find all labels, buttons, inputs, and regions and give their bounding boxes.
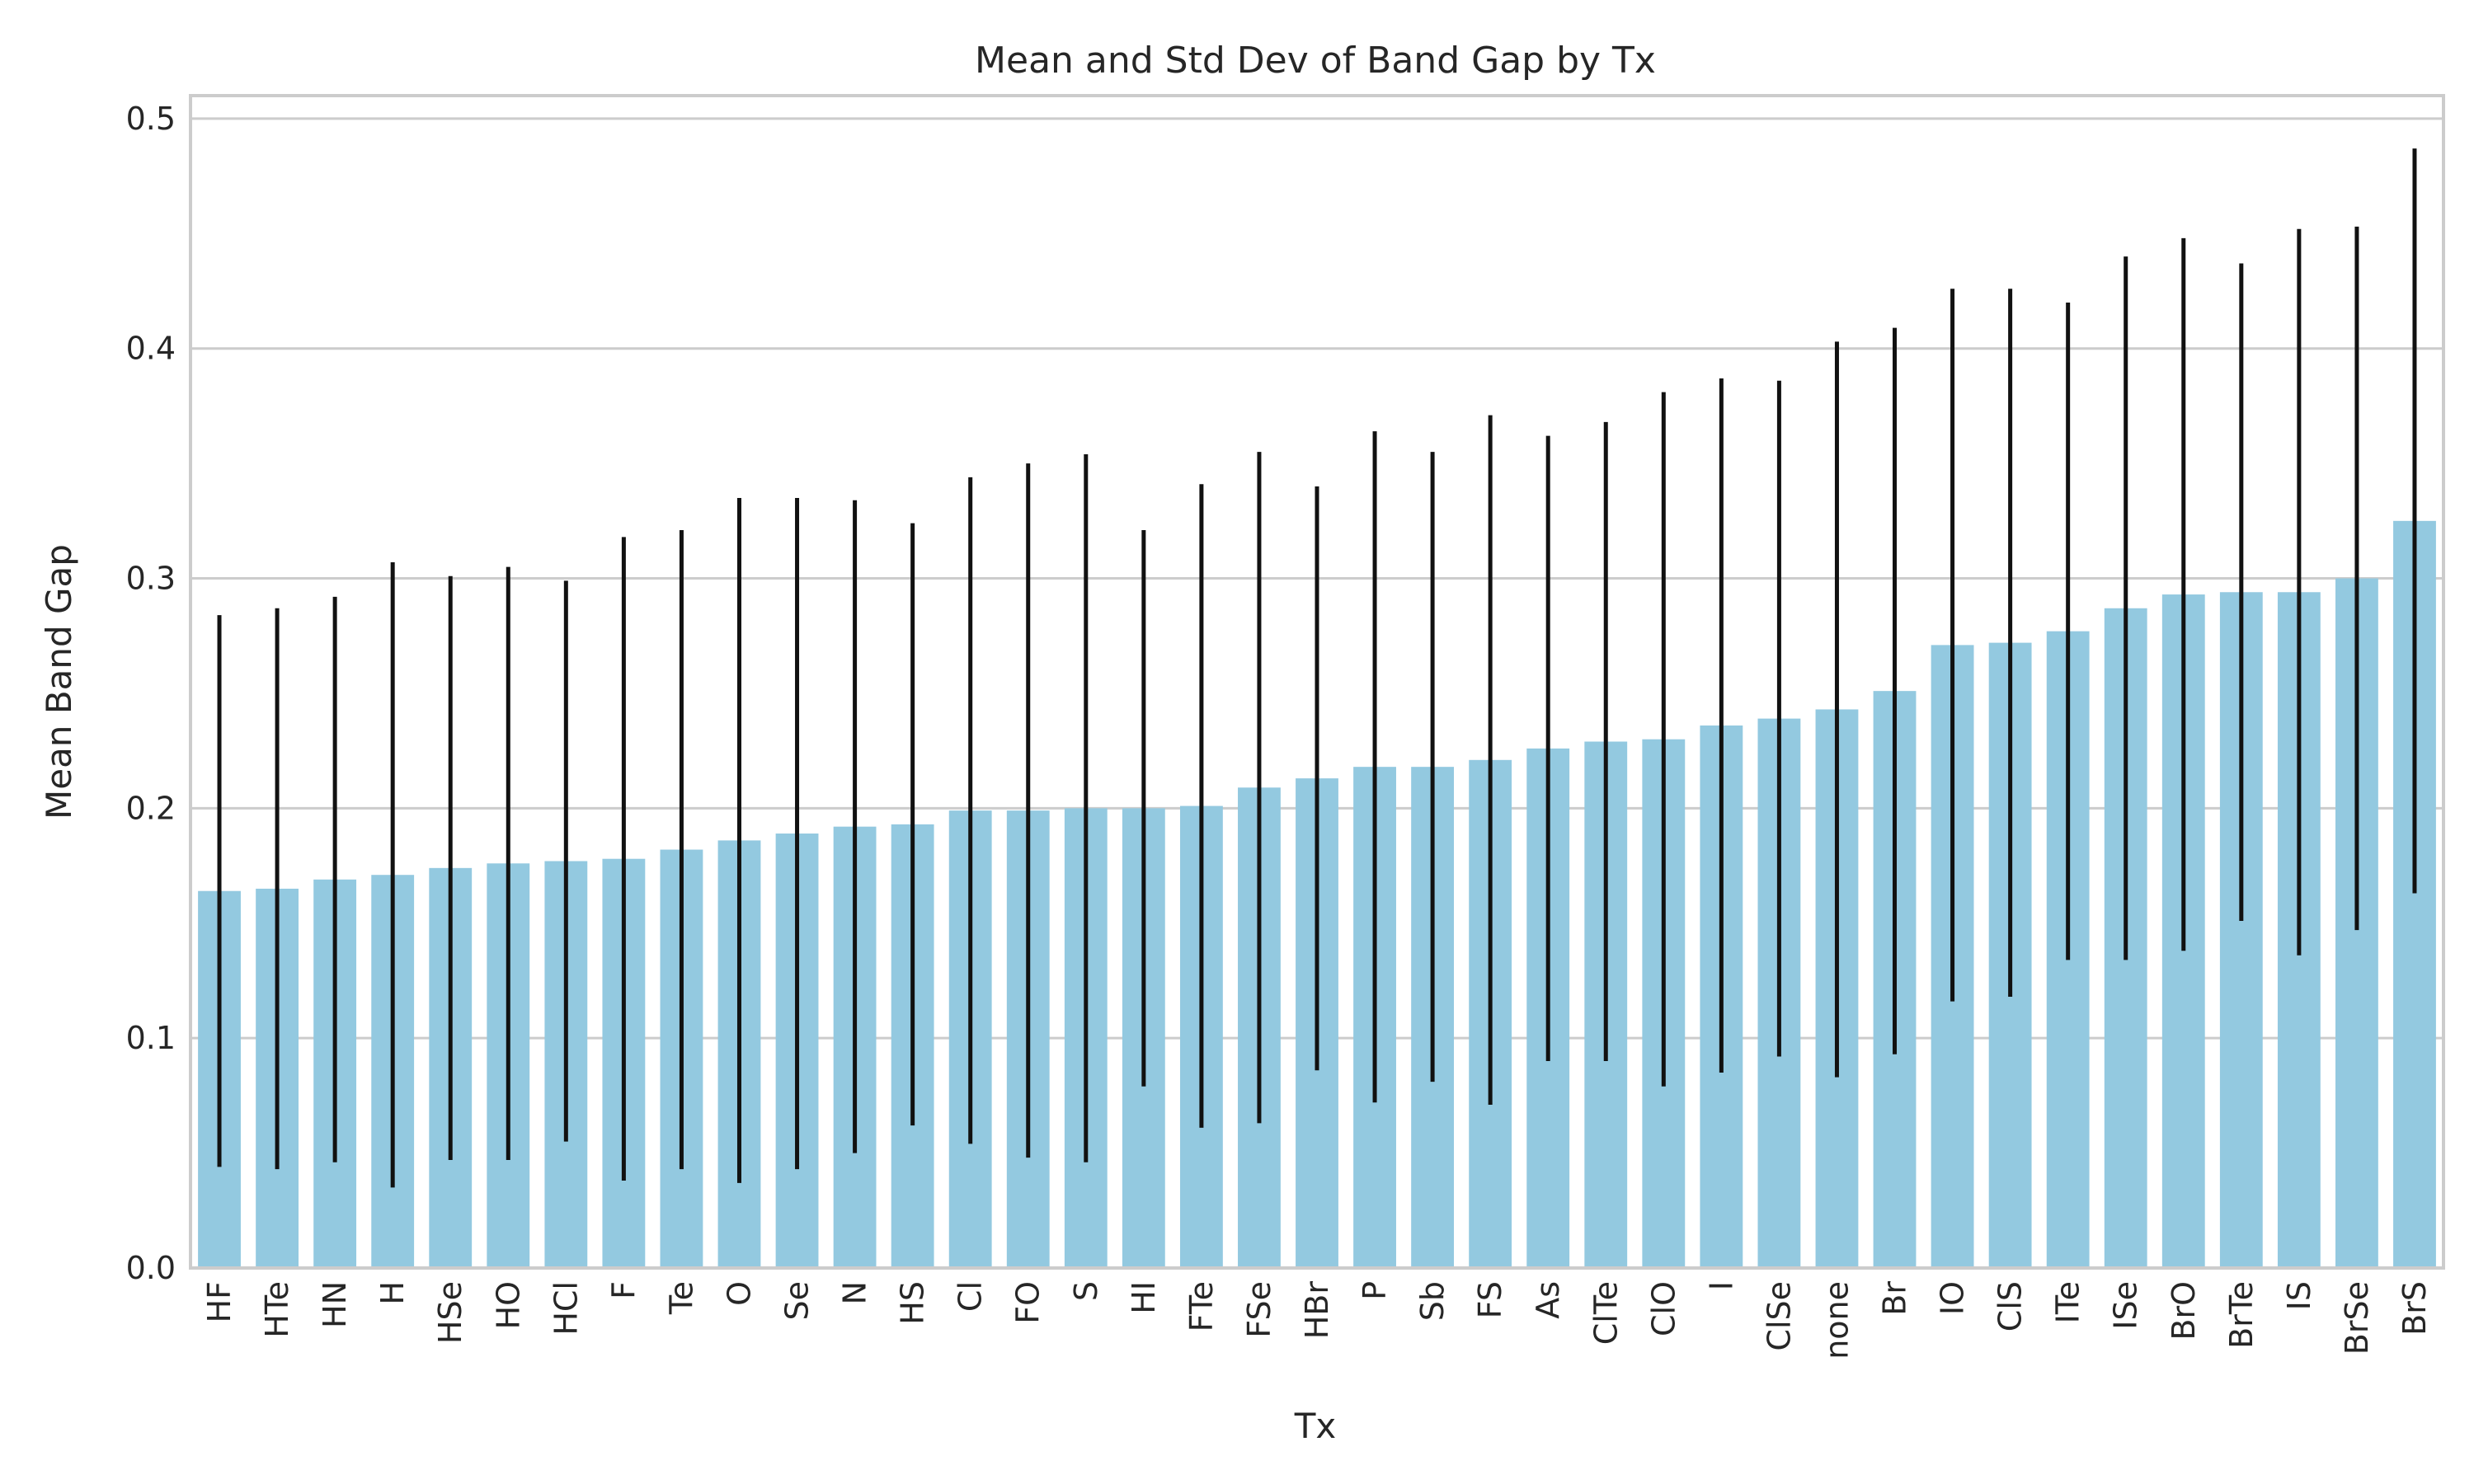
y-tick-label: 0.2 bbox=[126, 790, 176, 826]
x-tick-label: BrO bbox=[2166, 1281, 2202, 1341]
x-tick-label: HN bbox=[317, 1281, 353, 1328]
x-tick-label: HO bbox=[490, 1281, 526, 1329]
x-tick-label: HF bbox=[201, 1281, 238, 1322]
y-axis-label: Mean Band Gap bbox=[39, 544, 79, 819]
x-tick-label: ClTe bbox=[1587, 1281, 1624, 1345]
x-tick-label: HS bbox=[895, 1281, 931, 1325]
x-tick-label: ClO bbox=[1645, 1281, 1681, 1336]
plot-frame bbox=[189, 94, 2445, 1270]
x-tick-label: ClSe bbox=[1761, 1281, 1797, 1351]
x-tick-label: none bbox=[1818, 1281, 1855, 1360]
x-tick-label: H bbox=[374, 1281, 411, 1305]
x-tick-label: HTe bbox=[259, 1281, 295, 1338]
x-tick-label: N bbox=[837, 1281, 873, 1304]
x-tick-label: FO bbox=[1010, 1281, 1047, 1324]
y-tick-label: 0.5 bbox=[126, 101, 176, 137]
x-tick-label: HCl bbox=[548, 1281, 584, 1336]
x-tick-label: P bbox=[1357, 1281, 1393, 1300]
x-tick-label: FSe bbox=[1241, 1281, 1277, 1338]
x-tick-label: HBr bbox=[1299, 1281, 1335, 1340]
y-tick-labels: 0.0 0.1 0.2 0.3 0.4 0.5 bbox=[126, 101, 176, 1286]
x-tick-label: IO bbox=[1935, 1281, 1971, 1315]
y-tick-label: 0.4 bbox=[126, 331, 176, 367]
y-tick-label: 0.1 bbox=[126, 1020, 176, 1056]
x-tick-label: BrTe bbox=[2223, 1281, 2260, 1349]
x-axis-label: Tx bbox=[1294, 1406, 1337, 1446]
x-tick-label: I bbox=[1703, 1281, 1739, 1290]
x-tick-label: HI bbox=[1126, 1281, 1162, 1314]
x-tick-label: BrS bbox=[2396, 1281, 2433, 1336]
x-tick-labels: HF HTe HN H HSe HO HCl F Te O Se N HS Cl FO S HI FTe FSe HB… bbox=[201, 1281, 2433, 1360]
x-tick-label: ClS bbox=[1992, 1281, 2029, 1331]
x-tick-label: F bbox=[605, 1281, 642, 1299]
x-tick-label: Br bbox=[1877, 1281, 1913, 1316]
y-tick-label: 0.3 bbox=[126, 561, 176, 597]
x-tick-label: FS bbox=[1472, 1281, 1508, 1318]
x-tick-label: ITe bbox=[2050, 1281, 2086, 1323]
chart-title: Mean and Std Dev of Band Gap by Tx bbox=[975, 40, 1656, 82]
y-tick-label: 0.0 bbox=[126, 1250, 176, 1286]
x-tick-label: IS bbox=[2281, 1281, 2317, 1310]
x-tick-label: HSe bbox=[432, 1281, 468, 1344]
x-tick-label: S bbox=[1068, 1281, 1104, 1301]
x-tick-label: BrSe bbox=[2339, 1281, 2375, 1355]
x-tick-label: ISe bbox=[2108, 1281, 2144, 1330]
x-tick-label: Sb bbox=[1414, 1281, 1451, 1321]
x-tick-label: As bbox=[1530, 1281, 1566, 1319]
x-tick-label: Cl bbox=[952, 1281, 989, 1312]
x-tick-label: O bbox=[721, 1281, 757, 1306]
x-tick-label: Te bbox=[663, 1281, 699, 1315]
x-tick-label: FTe bbox=[1183, 1281, 1220, 1331]
error-bars-layer bbox=[217, 148, 2417, 1188]
x-tick-label: Se bbox=[779, 1281, 816, 1321]
